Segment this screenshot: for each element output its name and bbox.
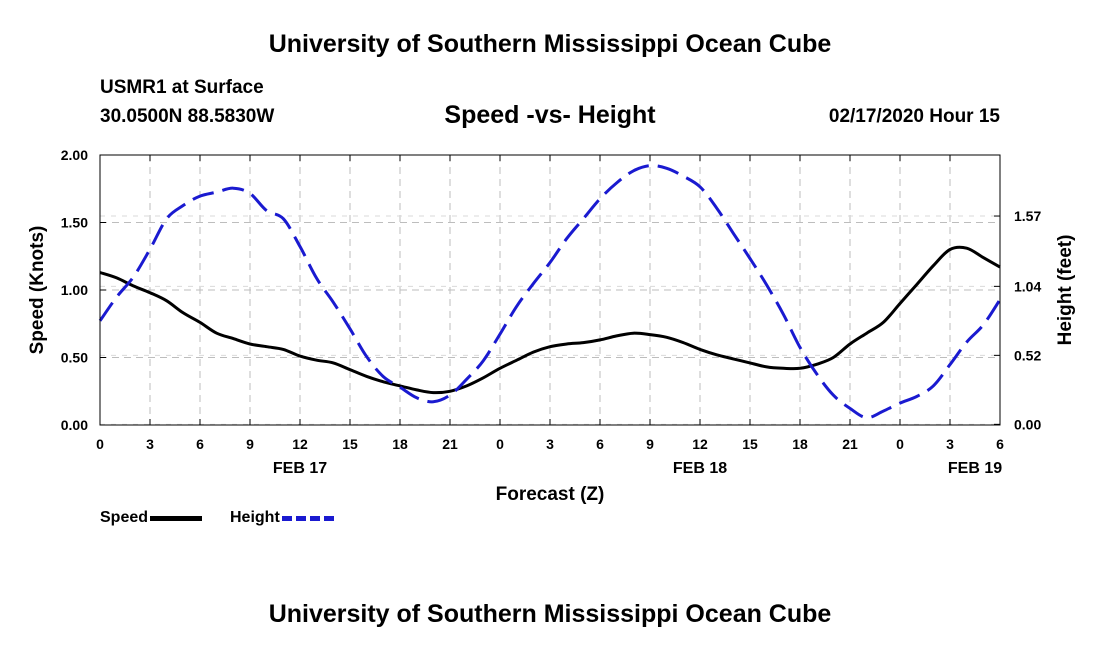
legend-height: Height bbox=[230, 509, 334, 527]
series-layer bbox=[98, 164, 1002, 420]
x-tick-label: 3 bbox=[946, 436, 954, 452]
legend-speed-swatch bbox=[150, 515, 203, 521]
x-tick-label: 0 bbox=[96, 436, 104, 452]
x-tick-label: 12 bbox=[292, 436, 308, 452]
chart-main-title: University of Southern Mississippi Ocean… bbox=[268, 30, 832, 58]
y-tick-label: 0.50 bbox=[61, 350, 88, 366]
y2-tick-label: 0.00 bbox=[1014, 416, 1041, 432]
x-tick-label: 18 bbox=[792, 436, 808, 452]
y2-tick-label: 1.57 bbox=[1014, 208, 1041, 224]
date-label: FEB 19 bbox=[948, 460, 1002, 477]
y2-tick-label: 0.52 bbox=[1014, 347, 1041, 363]
footer-title: University of Southern Mississippi Ocean… bbox=[268, 600, 832, 628]
x-tick-label: 21 bbox=[442, 436, 458, 452]
x-axis-title: Forecast (Z) bbox=[496, 484, 605, 505]
y2-axis-title: Height (feet) bbox=[1055, 235, 1076, 346]
legend-height-label: Height bbox=[230, 509, 280, 526]
x-tick-label: 3 bbox=[546, 436, 554, 452]
grid-layer bbox=[100, 155, 1000, 425]
legend-height-swatch bbox=[281, 515, 334, 521]
y-tick-label: 1.00 bbox=[61, 282, 88, 298]
x-tick-label: 9 bbox=[246, 436, 254, 452]
legend-speed: Speed bbox=[100, 509, 203, 527]
y-axis-title: Speed (Knots) bbox=[27, 226, 48, 355]
chart-subtitle: Speed -vs- Height bbox=[444, 101, 656, 129]
y-tick-label: 1.50 bbox=[61, 215, 88, 231]
x-tick-label: 6 bbox=[196, 436, 204, 452]
y-tick-label: 2.00 bbox=[61, 147, 88, 163]
height-series-line bbox=[98, 164, 1002, 420]
y-tick-label: 0.00 bbox=[61, 417, 88, 433]
x-tick-label: 0 bbox=[496, 436, 504, 452]
x-tick-label: 6 bbox=[596, 436, 604, 452]
x-tick-label: 15 bbox=[342, 436, 358, 452]
x-tick-label: 15 bbox=[742, 436, 758, 452]
x-tick-label: 0 bbox=[896, 436, 904, 452]
x-tick-label: 18 bbox=[392, 436, 408, 452]
x-tick-label: 21 bbox=[842, 436, 858, 452]
legend-speed-label: Speed bbox=[100, 509, 149, 526]
y2-tick-label: 1.04 bbox=[1014, 278, 1041, 294]
x-tick-label: 3 bbox=[146, 436, 154, 452]
x-tick-label: 9 bbox=[646, 436, 654, 452]
station-coordinates: 30.0500N 88.5830W bbox=[100, 106, 275, 127]
date-label: FEB 18 bbox=[673, 460, 727, 477]
speed-series-line bbox=[99, 245, 1001, 395]
x-tick-label: 6 bbox=[996, 436, 1004, 452]
x-tick-label: 12 bbox=[692, 436, 708, 452]
station-label: USMR1 at Surface bbox=[100, 77, 264, 98]
date-label: FEB 17 bbox=[273, 460, 327, 477]
axis-layer: 0 3 6 9 12 15 18 21 0 3 6 9 12 15 18 21 0 3 6 FEB 17 FEB 18 F… bbox=[61, 147, 1042, 477]
forecast-datetime: 02/17/2020 Hour 15 bbox=[828, 106, 1000, 127]
